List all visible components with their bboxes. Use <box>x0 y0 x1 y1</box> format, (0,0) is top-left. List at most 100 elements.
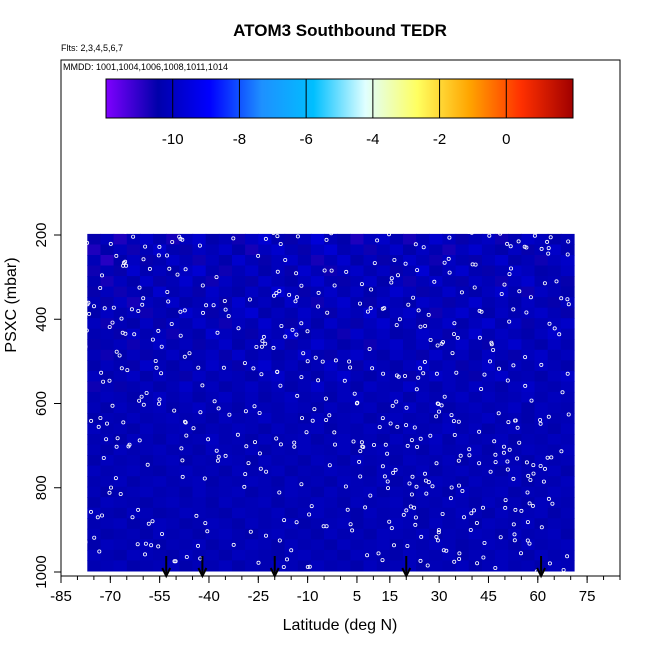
heatmap-cell <box>205 328 220 340</box>
track-point <box>467 453 472 458</box>
heatmap-cell <box>271 244 286 256</box>
heatmap-cell <box>429 328 444 340</box>
heatmap-cell <box>442 307 457 319</box>
track-point <box>167 266 172 271</box>
heatmap-cell <box>205 518 220 530</box>
heatmap-cell <box>468 444 483 456</box>
track-point <box>156 253 161 258</box>
heatmap-cell <box>363 233 378 245</box>
heatmap-cell <box>376 486 391 498</box>
heatmap-cell <box>100 444 115 456</box>
track-point <box>110 403 115 408</box>
track-point <box>307 512 312 517</box>
heatmap-cell <box>245 402 259 414</box>
track-point <box>355 400 360 405</box>
track-point <box>423 478 428 483</box>
track-point <box>332 283 337 288</box>
heatmap-cell <box>232 265 246 277</box>
heatmap-cell <box>113 244 128 256</box>
track-point <box>156 401 161 406</box>
x-tick-label: -40 <box>198 588 220 605</box>
heatmap-cell <box>245 444 259 456</box>
heatmap-cell <box>100 518 115 530</box>
heatmap-cell <box>297 233 312 245</box>
heatmap-cell <box>429 255 444 267</box>
heatmap-cell <box>87 402 102 414</box>
heatmap-cell <box>442 381 457 393</box>
heatmap-cell <box>376 297 391 309</box>
track-point <box>126 444 131 449</box>
heatmap-cell <box>363 255 378 267</box>
heatmap-cell <box>87 276 102 288</box>
track-point <box>275 269 280 274</box>
heatmap-cell <box>139 497 154 509</box>
heatmap-cell <box>324 518 338 530</box>
heatmap-cell <box>429 549 444 561</box>
heatmap-cell <box>271 465 286 477</box>
heatmap-cell <box>547 328 562 340</box>
track-point <box>105 421 110 426</box>
track-point <box>143 244 148 249</box>
heatmap-cell <box>166 528 180 540</box>
heatmap-cell <box>376 528 391 540</box>
track-point <box>363 505 368 510</box>
heatmap-cell <box>232 349 246 361</box>
heatmap-cell <box>100 486 115 498</box>
track-point <box>493 460 498 465</box>
heatmap-cell <box>481 255 496 267</box>
heatmap-cell <box>245 255 259 267</box>
heatmap-cell <box>521 423 536 435</box>
track-point <box>156 544 161 549</box>
track-point <box>84 328 89 333</box>
heatmap-cell <box>113 286 128 298</box>
track-point <box>118 491 123 496</box>
heatmap-cell <box>284 328 299 340</box>
heatmap-cell <box>218 276 233 288</box>
track-point <box>83 540 88 545</box>
heatmap-cell <box>455 381 470 393</box>
heatmap-cell <box>218 465 233 477</box>
track-point <box>329 231 334 236</box>
heatmap-cell <box>153 476 167 488</box>
heatmap-cell <box>534 286 549 298</box>
heatmap-cell <box>363 434 378 446</box>
heatmap-cell <box>100 265 115 277</box>
track-point <box>324 417 329 422</box>
heatmap-cell <box>495 233 509 245</box>
heatmap-cell <box>153 528 167 540</box>
track-point <box>101 379 106 384</box>
heatmap-cell <box>87 518 102 530</box>
heatmap-cell <box>192 370 207 382</box>
track-point <box>156 328 161 333</box>
heatmap-cell <box>205 434 220 446</box>
track-point <box>546 414 551 419</box>
track-point <box>305 329 310 334</box>
heatmap-cell <box>153 286 167 298</box>
heatmap-cell <box>416 518 430 530</box>
track-point <box>97 549 102 554</box>
heatmap-cell <box>468 476 483 488</box>
heatmap-cell <box>350 507 365 519</box>
track-point <box>275 234 280 239</box>
track-point <box>109 485 114 490</box>
heatmap-cell <box>442 244 457 256</box>
heatmap-cell <box>153 381 167 393</box>
heatmap-cell <box>560 423 575 435</box>
heatmap-cell <box>350 444 365 456</box>
heatmap-cell <box>153 423 167 435</box>
track-point <box>136 308 141 313</box>
heatmap-cell <box>376 413 391 425</box>
heatmap-cell <box>534 233 549 245</box>
track-point <box>83 344 88 349</box>
heatmap-cell <box>495 402 509 414</box>
track-point <box>368 493 373 498</box>
heatmap-cell <box>100 423 115 435</box>
heatmap-cell <box>521 307 536 319</box>
track-point <box>449 485 454 490</box>
heatmap-cell <box>442 423 457 435</box>
heatmap-cell <box>495 349 509 361</box>
track-point <box>528 295 533 300</box>
heatmap-cell <box>100 360 115 372</box>
track-point <box>316 290 321 295</box>
heatmap-cell <box>442 507 457 519</box>
